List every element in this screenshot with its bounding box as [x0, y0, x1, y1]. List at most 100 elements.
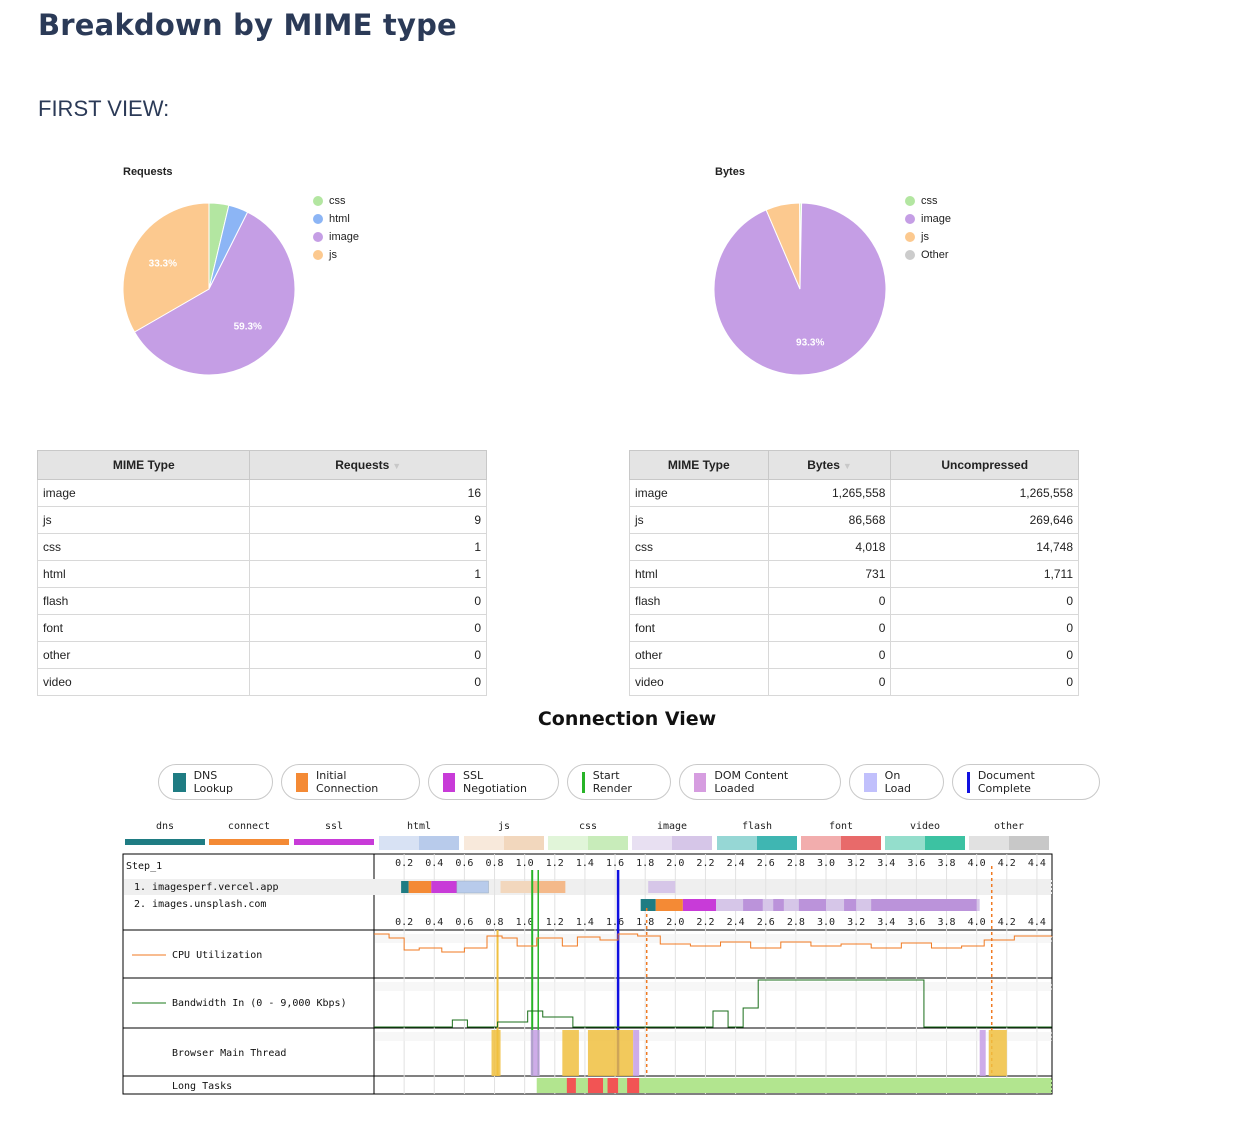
sort-down-icon: ▼ [392, 461, 402, 471]
time-tick-label: 4.2 [998, 917, 1016, 928]
value-cell: 0 [890, 668, 1079, 696]
time-tick-label: 3.0 [817, 917, 835, 928]
request-bar[interactable] [500, 881, 533, 893]
legend-dot-icon [905, 250, 915, 260]
mime-type-cell: video [629, 668, 769, 696]
requests-legend-item-image[interactable]: image [313, 228, 359, 246]
legend-label: Initial Connection [316, 769, 379, 795]
column-header-bytes[interactable]: Bytes ▼ [767, 450, 892, 480]
connection-label[interactable]: 2. images.unsplash.com [134, 899, 266, 910]
time-tick-label: 1.0 [516, 858, 534, 869]
request-bar-download [844, 899, 857, 911]
value-cell: 4,018 [767, 533, 892, 561]
time-tick-label: 4.0 [968, 917, 986, 928]
time-tick-label: 0.2 [395, 917, 413, 928]
time-tick-label: 0.4 [425, 917, 443, 928]
legend-dot-icon [313, 250, 323, 260]
mime-type-cell: image [36, 479, 251, 507]
type-key-swatch [294, 839, 374, 845]
requests-pie-slice-image[interactable] [133, 211, 296, 376]
table-row: font 0 0 [629, 614, 1079, 642]
time-tick-label: 2.6 [757, 858, 775, 869]
mime-type-cell: image [629, 479, 769, 507]
request-bar[interactable] [648, 881, 676, 893]
value-cell: 0 [767, 614, 892, 642]
cpu-utilization-line [374, 933, 1053, 953]
legend-label: Other [921, 249, 949, 261]
connection-label[interactable]: 1. imagesperf.vercel.app [134, 882, 279, 893]
first-view-label: FIRST VIEW: [38, 96, 170, 121]
value-cell: 1 [249, 560, 487, 588]
bytes-legend-item-image[interactable]: image [905, 210, 951, 228]
type-key-label: dns [156, 821, 174, 832]
legend-label: css [921, 195, 938, 207]
type-key-swatch-dark [925, 836, 965, 850]
long-task-block [587, 1078, 604, 1093]
type-key-label: flash [742, 821, 772, 832]
time-tick-label: 0.6 [455, 917, 473, 928]
type-key-swatch-dark [419, 836, 459, 850]
time-tick-label: 3.8 [938, 917, 956, 928]
time-tick-label: 1.2 [546, 917, 564, 928]
column-header-mime-type[interactable]: MIME Type [36, 450, 251, 480]
type-key-swatch-light [379, 836, 419, 850]
column-header-requests[interactable]: Requests ▼ [249, 450, 487, 480]
request-bar-download [773, 899, 784, 911]
requests-pie-slice-js[interactable] [122, 202, 210, 333]
value-cell: 1,265,558 [890, 479, 1079, 507]
legend-ssl-negotiation: SSL Negotiation [428, 764, 559, 800]
request-bar[interactable] [456, 880, 489, 894]
bandwidth-label: Bandwidth In (0 - 9,000 Kbps) [172, 998, 347, 1009]
legend-label: image [329, 231, 359, 243]
legend-dns-lookup: DNS Lookup [158, 764, 273, 800]
request-bar[interactable] [401, 881, 409, 893]
table-row: other 0 [36, 641, 487, 669]
legend-label: image [921, 213, 951, 225]
mime-type-cell: font [36, 614, 251, 642]
column-header-mime-type[interactable]: MIME Type [629, 450, 769, 480]
column-header-uncompressed[interactable]: Uncompressed [890, 450, 1079, 480]
type-key-swatch-light [969, 836, 1009, 850]
main-thread-activity [633, 1030, 640, 1076]
time-tick-label: 1.0 [516, 917, 534, 928]
sort-down-icon: ▼ [842, 461, 852, 471]
bytes-legend-item-other[interactable]: Other [905, 246, 951, 264]
type-key-swatch [209, 839, 289, 845]
time-tick-label: 3.6 [907, 858, 925, 869]
request-bar[interactable] [431, 881, 457, 893]
mime-type-cell: flash [629, 587, 769, 615]
mime-type-cell: other [36, 641, 251, 669]
value-cell: 14,748 [890, 533, 1079, 561]
type-key-label: connect [228, 821, 270, 832]
mime-type-cell: video [36, 668, 251, 696]
requests-legend-item-js[interactable]: js [313, 246, 359, 264]
time-tick-label: 2.2 [696, 917, 714, 928]
time-tick-label: 0.8 [486, 917, 504, 928]
time-tick-label: 2.8 [787, 858, 805, 869]
time-tick-label: 3.6 [907, 917, 925, 928]
table-row: js 9 [36, 506, 487, 534]
type-key-label: css [579, 821, 597, 832]
bytes-legend-item-js[interactable]: js [905, 228, 951, 246]
requests-legend-item-css[interactable]: css [313, 192, 359, 210]
bytes-pie-title: Bytes [715, 166, 745, 178]
page-title: Breakdown by MIME type [38, 8, 457, 42]
time-tick-label: 0.8 [486, 858, 504, 869]
request-bar[interactable] [640, 899, 656, 911]
request-bar[interactable] [408, 881, 432, 893]
main-thread-label: Browser Main Thread [172, 1048, 286, 1059]
legend-on-load: On Load [849, 764, 944, 800]
legend-swatch-icon [173, 772, 186, 792]
bytes-legend-item-css[interactable]: css [905, 192, 951, 210]
table-row: image 1,265,558 1,265,558 [629, 479, 1079, 507]
time-tick-label: 0.2 [395, 858, 413, 869]
legend-label: js [329, 249, 337, 261]
requests-legend-item-html[interactable]: html [313, 210, 359, 228]
request-bar[interactable] [682, 899, 717, 911]
mime-type-cell: flash [36, 587, 251, 615]
request-bar[interactable] [655, 899, 683, 911]
type-key-swatch-light [632, 836, 672, 850]
legend-label: js [921, 231, 929, 243]
request-bar[interactable] [532, 881, 566, 893]
legend-label: Start Render [592, 769, 632, 795]
